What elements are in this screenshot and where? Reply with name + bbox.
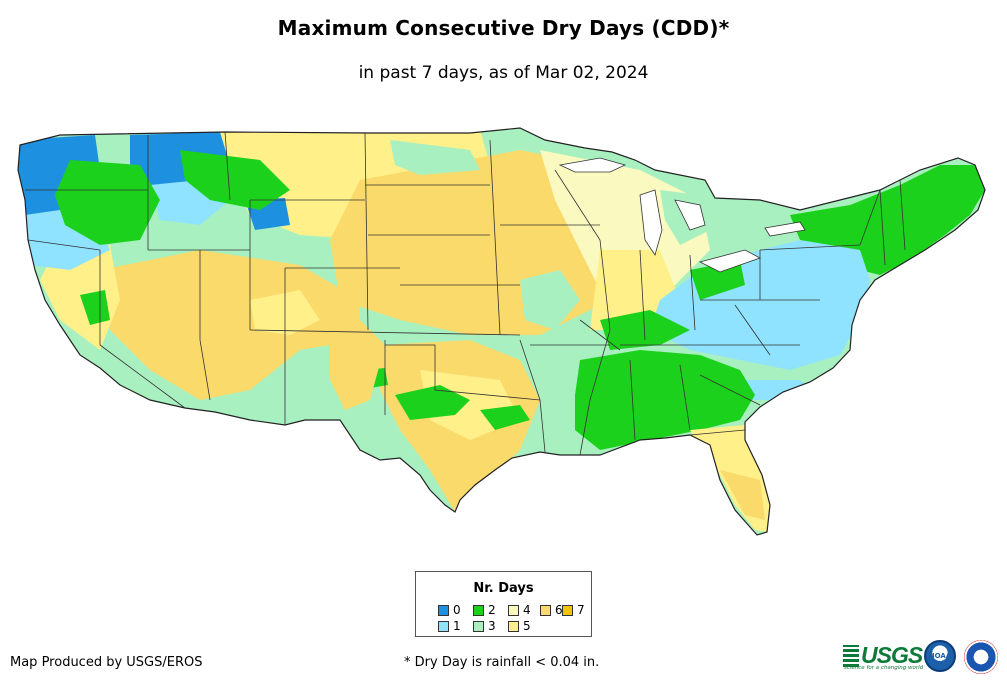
legend-swatch-5 — [508, 620, 519, 632]
great-lakes — [558, 157, 806, 273]
legend-item-0: 0 — [438, 603, 461, 617]
legend-item-3: 3 — [473, 619, 496, 633]
us-outline — [17, 127, 986, 536]
legend-label: 1 — [453, 619, 461, 633]
legend-label: 5 — [523, 619, 531, 633]
legend-swatch-6 — [540, 604, 551, 616]
dry-day-footnote: * Dry Day is rainfall < 0.04 in. — [404, 655, 600, 670]
noaa-logo-text: NOAA — [928, 652, 952, 660]
legend-label: 2 — [488, 603, 496, 617]
legend-swatch-4 — [508, 604, 519, 616]
nws-logo-icon — [964, 640, 998, 674]
legend-label: 0 — [453, 603, 461, 617]
map-credit: Map Produced by USGS/EROS — [10, 655, 203, 670]
legend-item-6: 6 — [540, 603, 563, 617]
legend-item-1: 1 — [438, 619, 461, 633]
legend-label: 4 — [523, 603, 531, 617]
noaa-logo: NOAA — [924, 640, 956, 672]
legend-item-7: 7 — [562, 603, 585, 617]
legend-swatch-3 — [473, 620, 484, 632]
state-boundaries — [25, 131, 906, 456]
usgs-wave-icon — [843, 645, 859, 667]
legend-swatch-2 — [473, 604, 484, 616]
map-title: Maximum Consecutive Dry Days (CDD)* — [277, 16, 730, 40]
usgs-logo-text: USGS — [861, 642, 923, 668]
legend-item-5: 5 — [508, 619, 531, 633]
legend-label: 3 — [488, 619, 496, 633]
legend-item-4: 4 — [508, 603, 531, 617]
usgs-logo: USGS science for a changing world — [843, 641, 923, 671]
legend-swatch-1 — [438, 620, 449, 632]
usgs-tagline: science for a changing world — [844, 665, 924, 671]
legend-label: 6 — [555, 603, 563, 617]
legend-swatch-0 — [438, 604, 449, 616]
map-subtitle: in past 7 days, as of Mar 02, 2024 — [358, 63, 649, 83]
legend-item-2: 2 — [473, 603, 496, 617]
legend-box: Nr. Days 0 1 2 3 4 5 6 7 — [415, 571, 592, 637]
legend-title: Nr. Days — [473, 581, 534, 596]
legend-swatch-7 — [562, 604, 573, 616]
legend-label: 7 — [577, 603, 585, 617]
